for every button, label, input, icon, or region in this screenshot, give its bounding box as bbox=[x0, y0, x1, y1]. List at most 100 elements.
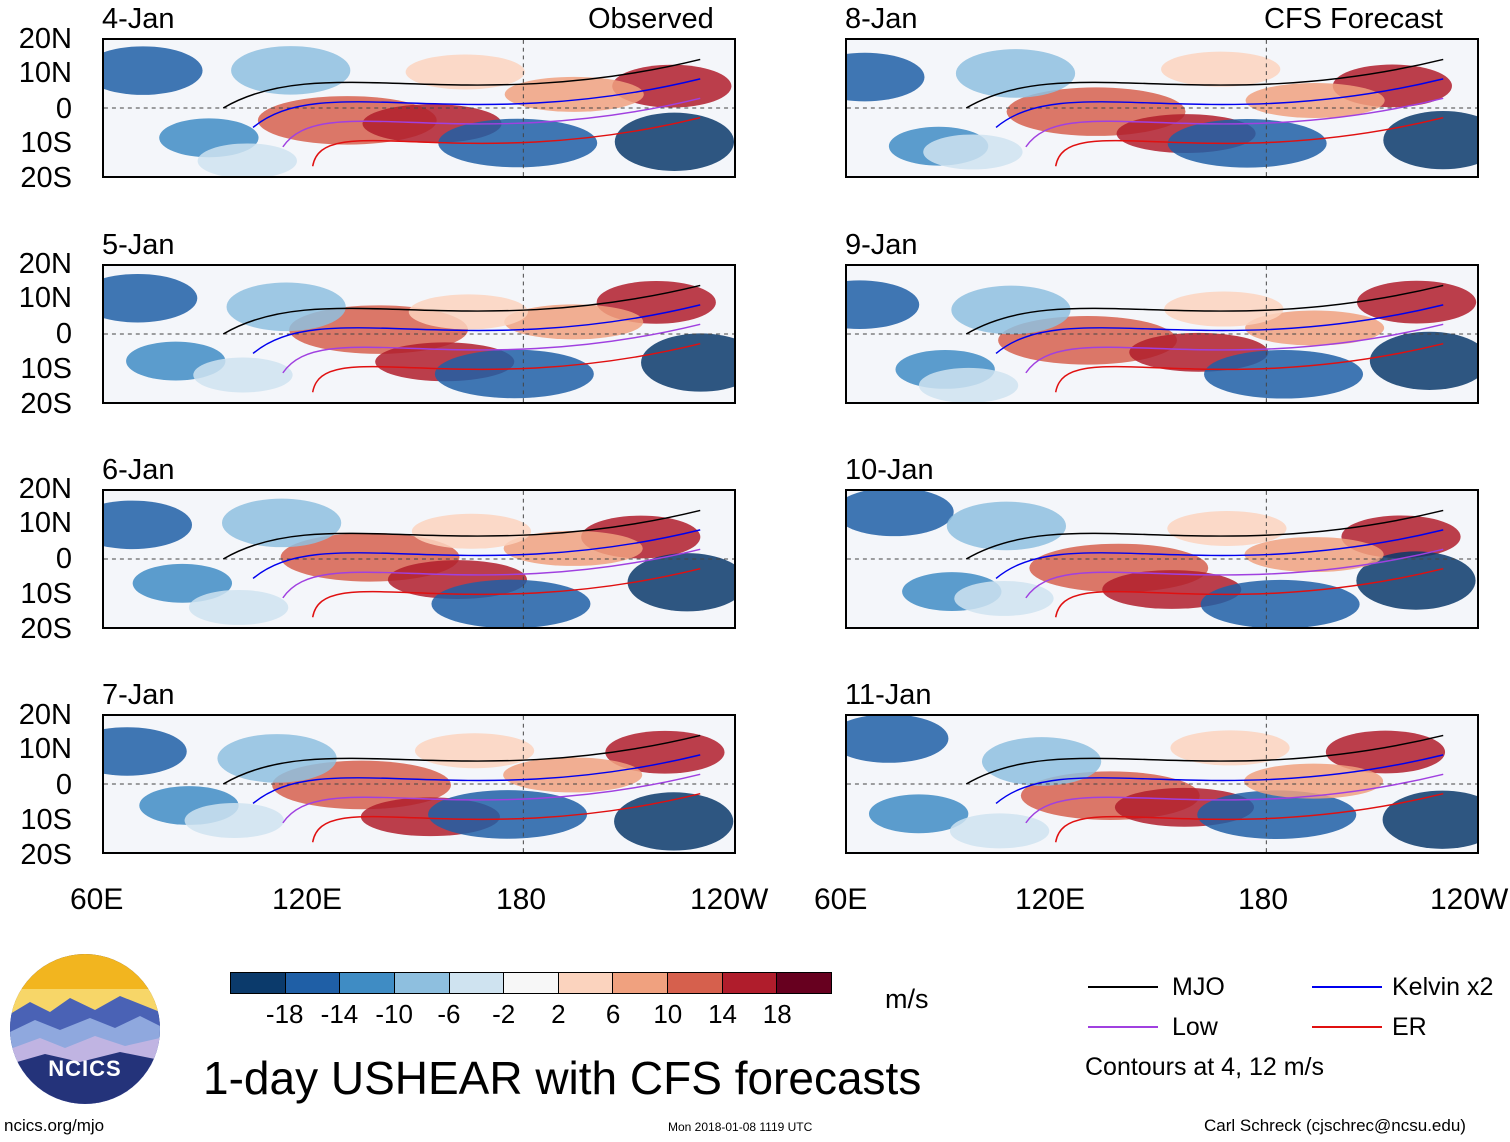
shear-blob bbox=[504, 304, 644, 340]
shear-blob bbox=[1356, 551, 1476, 610]
lon-label: 60E bbox=[70, 883, 124, 916]
shear-blob bbox=[946, 501, 1067, 551]
shear-blob bbox=[193, 357, 293, 393]
shear-blob bbox=[104, 500, 193, 550]
lat-label: 10N bbox=[18, 733, 72, 765]
contour-er bbox=[311, 343, 701, 393]
contour-kelvin-x2 bbox=[252, 529, 701, 579]
shear-blob bbox=[184, 802, 284, 838]
shear-blob bbox=[231, 46, 351, 95]
colorbar-tick-label: 10 bbox=[653, 999, 683, 1029]
observed-title: Observed bbox=[588, 3, 714, 35]
lat-label: 20S bbox=[20, 613, 72, 645]
shear-blob bbox=[1197, 790, 1357, 840]
colorbar-swatch bbox=[340, 973, 395, 993]
lat-label: 10N bbox=[18, 507, 72, 539]
shear-blob bbox=[923, 134, 1023, 170]
footer-timestamp: Mon 2018-01-08 1119 UTC bbox=[668, 1120, 813, 1134]
colorbar-swatch bbox=[722, 973, 778, 993]
lat-label: 10N bbox=[18, 57, 72, 89]
colorbar-tick-label: -14 bbox=[320, 999, 359, 1029]
contour-kelvin-x2 bbox=[995, 78, 1444, 128]
legend-line-kelvin bbox=[1312, 986, 1382, 988]
lon-label: 120E bbox=[272, 883, 343, 916]
colorbar-tick-label: 2 bbox=[551, 999, 566, 1029]
legend-label-er: ER bbox=[1392, 1013, 1427, 1041]
shear-blob bbox=[188, 589, 289, 625]
shear-blob bbox=[414, 733, 535, 769]
contour-mjo bbox=[222, 58, 701, 109]
colorbar-swatch bbox=[231, 973, 286, 993]
footer-site: ncics.org/mjo bbox=[4, 1116, 105, 1135]
contour-mjo bbox=[965, 509, 1444, 560]
shear-blob bbox=[431, 579, 591, 627]
map-panel-8-jan bbox=[845, 38, 1479, 178]
lat-label: 10N bbox=[18, 282, 72, 314]
shear-blob bbox=[954, 580, 1054, 616]
map-panel-4-jan bbox=[102, 38, 736, 178]
colorbar-tick-label: -18 bbox=[265, 999, 304, 1029]
contour-kelvin-x2 bbox=[252, 754, 701, 804]
shear-field bbox=[104, 716, 734, 852]
map-panel-7-jan bbox=[102, 714, 736, 854]
colorbar-swatch bbox=[504, 973, 559, 993]
shear-blob bbox=[104, 273, 198, 323]
contour-er bbox=[1054, 343, 1444, 393]
map-panel-9-jan bbox=[845, 264, 1479, 404]
shear-blob bbox=[949, 813, 1050, 849]
colorbar-swatch bbox=[668, 973, 723, 993]
shear-blob bbox=[614, 792, 734, 851]
shear-blob bbox=[503, 757, 643, 793]
colorbar bbox=[230, 972, 832, 994]
lat-label: 10S bbox=[20, 127, 72, 159]
colorbar-unit: m/s bbox=[885, 984, 929, 1014]
legend-label-mjo: MJO bbox=[1172, 973, 1225, 1001]
shear-blob bbox=[1164, 291, 1284, 327]
shear-blob bbox=[1369, 331, 1477, 390]
shear-blob bbox=[1244, 537, 1384, 573]
lon-label: 180 bbox=[1238, 883, 1289, 916]
lat-label: 10S bbox=[20, 804, 72, 836]
logo-text: NCICS bbox=[48, 1056, 122, 1081]
lon-label: 120W bbox=[1430, 883, 1509, 916]
shear-blob bbox=[918, 367, 1019, 402]
lon-label: 120W bbox=[690, 883, 769, 916]
panel-date-label: 7-Jan bbox=[102, 679, 175, 711]
colorbar-swatch bbox=[285, 973, 341, 993]
shear-blob bbox=[1382, 790, 1477, 849]
shear-blob bbox=[1245, 310, 1385, 346]
contour-mjo bbox=[965, 734, 1444, 785]
panel-date-label: 11-Jan bbox=[845, 679, 932, 711]
shear-field bbox=[104, 266, 734, 402]
legend-label-kelvin: Kelvin x2 bbox=[1392, 973, 1494, 1001]
shear-field bbox=[847, 716, 1477, 852]
contour-mjo bbox=[222, 734, 701, 785]
lat-label: 0 bbox=[55, 543, 72, 575]
shear-blob bbox=[1204, 349, 1364, 399]
shear-blob bbox=[847, 280, 920, 329]
contour-er bbox=[1054, 568, 1444, 618]
contour-kelvin-x2 bbox=[252, 78, 701, 128]
shear-blob bbox=[951, 285, 1071, 335]
contour-er bbox=[311, 568, 701, 618]
panel-date-label: 10-Jan bbox=[845, 454, 934, 486]
legend-line-low bbox=[1088, 1026, 1158, 1028]
lon-label: 120E bbox=[1015, 883, 1086, 916]
shear-blob bbox=[1161, 51, 1281, 87]
shear-blob bbox=[1383, 110, 1477, 170]
shear-blob bbox=[627, 553, 734, 612]
lon-label: 180 bbox=[496, 883, 547, 916]
map-panel-11-jan bbox=[845, 714, 1479, 854]
legend-note: Contours at 4, 12 m/s bbox=[1085, 1053, 1325, 1081]
shear-blob bbox=[132, 563, 233, 603]
legend-line-er bbox=[1312, 1026, 1382, 1028]
cfs-forecast-title: CFS Forecast bbox=[1264, 3, 1443, 35]
legend-label-low: Low bbox=[1172, 1013, 1218, 1041]
map-panel-5-jan bbox=[102, 264, 736, 404]
lat-label: 20S bbox=[20, 839, 72, 871]
contour-er bbox=[1054, 117, 1444, 167]
shear-blob bbox=[411, 513, 532, 549]
colorbar-swatch bbox=[613, 973, 669, 993]
colorbar-tick-label: 18 bbox=[762, 999, 792, 1029]
lat-label: 0 bbox=[55, 93, 72, 125]
